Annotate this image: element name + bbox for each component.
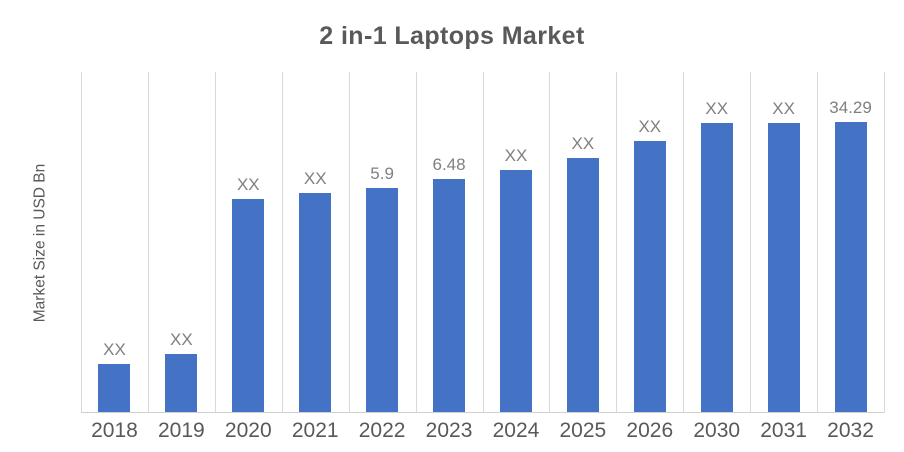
gridline-vertical [750,72,752,413]
bar[interactable] [98,364,131,413]
bar-group[interactable]: XX [148,72,215,413]
x-axis-tick-label: 2024 [492,419,540,442]
bar-data-label: 5.9 [370,164,394,183]
x-axis-tick-label: 2025 [559,419,607,442]
bar-data-label: XX [571,134,595,153]
bar[interactable] [433,179,466,413]
bar-data-label: XX [638,117,662,136]
x-axis-tick-label: 2026 [626,419,674,442]
bar-group[interactable]: XX [549,72,616,413]
y-axis-title: Market Size in USD Bn [26,72,54,413]
bar[interactable] [834,122,867,413]
gridline-vertical [549,72,551,413]
bar-group[interactable]: 34.29 [817,72,884,413]
x-axis-tick-label: 2019 [158,419,205,442]
gridline-vertical [884,72,885,413]
bar-data-label: XX [772,99,795,118]
bar-group[interactable]: XX [81,72,148,413]
bar-group[interactable]: XX [616,72,683,413]
chart-title: 2 in-1 Laptops Market [319,22,585,50]
bar[interactable] [366,188,399,413]
bar-group[interactable]: XX [215,72,282,413]
bar-group[interactable]: XX [683,72,750,413]
x-axis-tick-labels: 2018 2019 2020 2021 2022 2023 2024 2025 2026 2030… [81,419,884,449]
bar[interactable] [700,123,733,413]
x-axis-tick-label: 2032 [827,419,874,442]
bar[interactable] [165,354,198,413]
bar-data-label: XX [504,146,528,165]
bar-group[interactable]: XX [483,72,550,413]
bar-data-label: XX [103,340,126,359]
gridline-vertical [281,72,283,413]
bar-data-label: XX [705,99,729,118]
x-axis-tick-label: 2022 [358,419,406,442]
bar-data-label: 6.48 [432,155,466,174]
bar-data-label: XX [236,175,260,194]
x-axis-tick-label: 2030 [693,419,741,442]
x-axis-tick-label: 2018 [91,419,138,442]
x-axis-line [81,412,884,413]
x-axis-tick-label: 2023 [425,419,473,442]
bar[interactable] [232,199,265,413]
bar[interactable] [299,193,332,413]
bar-data-label: XX [170,330,193,349]
gridline-vertical [415,72,417,413]
x-axis-tick-label: 2021 [291,419,339,442]
bar-group[interactable]: 6.48 [416,72,483,413]
bar[interactable] [633,141,666,413]
bar[interactable] [499,170,532,413]
gridline-vertical [147,72,149,413]
x-axis-tick-label: 2031 [760,419,807,442]
plot-area: XX XX XX XX 5.9 6.48 XX XX XX XX XX 34.29 [81,72,885,413]
gridline-vertical [482,72,484,413]
bar-group[interactable]: 5.9 [349,72,416,413]
gridline-vertical [348,72,350,413]
bar-data-label: XX [303,169,327,188]
gridline-vertical [214,72,216,413]
bar-group[interactable]: XX [750,72,817,413]
y-axis-title-text: Market Size in USD Bn [31,163,48,322]
bar[interactable] [767,123,800,413]
gridline-vertical [817,72,819,413]
gridline-vertical [683,72,685,413]
gridline-vertical [81,72,82,413]
bar[interactable] [566,158,599,413]
bar-data-label: 34.29 [829,98,872,117]
bar-group[interactable]: XX [282,72,349,413]
gridline-vertical [616,72,618,413]
x-axis-tick-label: 2020 [224,419,272,442]
